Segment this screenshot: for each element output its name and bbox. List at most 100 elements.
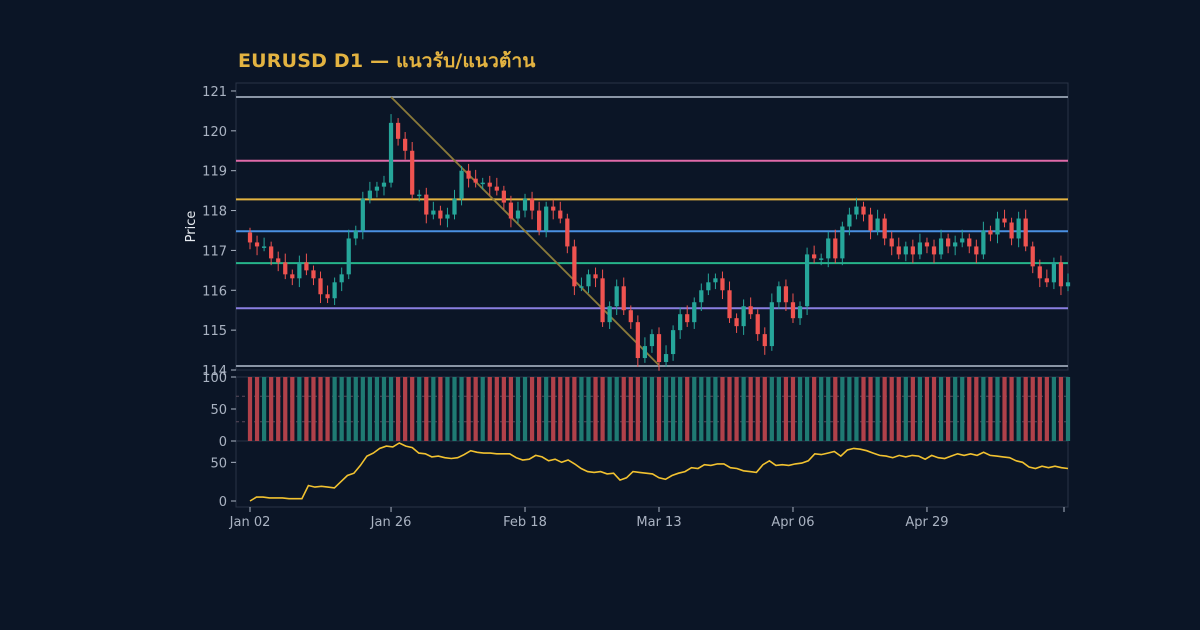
volume-bar bbox=[431, 377, 436, 441]
volume-bar bbox=[565, 377, 570, 441]
volume-bar bbox=[663, 377, 669, 441]
volume-bar bbox=[607, 377, 612, 441]
volume-bar bbox=[995, 377, 1000, 441]
candle-body bbox=[374, 186, 380, 191]
volume-bar bbox=[1037, 377, 1042, 441]
candle-body bbox=[868, 214, 873, 231]
candle-body bbox=[325, 294, 330, 299]
volume-bar bbox=[670, 377, 676, 441]
volume-tick-label: 0 bbox=[219, 435, 227, 450]
volume-bar bbox=[290, 377, 295, 441]
volume-bar bbox=[924, 377, 930, 441]
candle-body bbox=[628, 310, 633, 323]
candle-body bbox=[1044, 278, 1049, 283]
candle-body bbox=[819, 258, 824, 260]
candle-body bbox=[388, 122, 394, 183]
candle-body bbox=[875, 218, 880, 231]
volume-bar bbox=[953, 377, 958, 441]
candle-body bbox=[346, 238, 351, 275]
volume-bar bbox=[642, 377, 648, 441]
x-tick-label: Jan 26 bbox=[370, 515, 412, 530]
volume-bar bbox=[424, 377, 429, 441]
oscillator-tick-label: 0 bbox=[219, 495, 227, 510]
volume-bar bbox=[410, 377, 415, 441]
volume-bar bbox=[692, 377, 697, 441]
candle-body bbox=[762, 334, 767, 347]
candle-body bbox=[861, 206, 866, 215]
candle-body bbox=[903, 246, 908, 255]
volume-bar bbox=[1002, 377, 1007, 441]
candle-body bbox=[297, 262, 302, 279]
candle-body bbox=[663, 354, 669, 363]
candle-body bbox=[924, 242, 930, 247]
candle-body bbox=[692, 302, 697, 323]
candle-body bbox=[621, 286, 626, 311]
volume-bar bbox=[466, 377, 471, 441]
candle-body bbox=[748, 306, 753, 315]
volume-bar bbox=[896, 377, 901, 441]
volume-bar bbox=[734, 377, 739, 441]
candle-body bbox=[769, 302, 774, 347]
volume-bar bbox=[522, 377, 528, 441]
candle-body bbox=[699, 290, 704, 303]
y-tick-label: 121 bbox=[202, 85, 227, 100]
volume-bar bbox=[445, 377, 450, 441]
candle-body bbox=[812, 254, 817, 259]
candle-body bbox=[572, 246, 577, 287]
candle-body bbox=[854, 206, 859, 215]
volume-bar bbox=[882, 377, 887, 441]
volume-bar bbox=[529, 377, 535, 441]
candle-body bbox=[403, 138, 408, 151]
volume-bar bbox=[247, 377, 253, 441]
volume-bar bbox=[910, 377, 915, 441]
candle-body bbox=[276, 258, 281, 263]
candle-body bbox=[1051, 262, 1057, 283]
candle-body bbox=[600, 278, 605, 323]
volume-bar bbox=[551, 377, 556, 441]
volume-bar bbox=[1065, 377, 1071, 441]
y-tick-label: 118 bbox=[202, 205, 227, 220]
candle-body bbox=[974, 246, 979, 255]
candle-body bbox=[459, 170, 464, 199]
chart-title: EURUSD D1 — แนวรับ/แนวต้าน bbox=[238, 50, 536, 72]
volume-bar bbox=[395, 377, 401, 441]
candle-body bbox=[946, 238, 951, 247]
x-tick-label: Jan 02 bbox=[229, 515, 271, 530]
candle-body bbox=[332, 282, 337, 299]
oscillator-line bbox=[249, 442, 1069, 502]
candle-body bbox=[269, 246, 274, 259]
candle-body bbox=[558, 210, 563, 219]
volume-bar bbox=[297, 377, 302, 441]
volume-bar bbox=[1051, 377, 1057, 441]
candle-body bbox=[981, 230, 986, 255]
volume-bar bbox=[276, 377, 281, 441]
candle-body bbox=[826, 238, 831, 259]
candle-body bbox=[995, 218, 1000, 235]
volume-bar bbox=[889, 377, 894, 441]
candle-body bbox=[967, 238, 972, 247]
candle-body bbox=[840, 226, 845, 259]
volume-bar bbox=[826, 377, 831, 441]
candle-body bbox=[1058, 262, 1064, 287]
volume-bar bbox=[1044, 377, 1049, 441]
volume-bar bbox=[988, 377, 993, 441]
candle-body bbox=[706, 282, 711, 291]
candle-body bbox=[445, 214, 450, 219]
volume-bar bbox=[403, 377, 408, 441]
candle-body bbox=[537, 210, 542, 231]
volume-bar bbox=[1016, 377, 1021, 441]
volume-bar bbox=[311, 377, 316, 441]
candle-body bbox=[804, 254, 810, 307]
candle-body bbox=[579, 286, 584, 288]
volume-bar bbox=[254, 377, 260, 441]
candle-body bbox=[367, 190, 372, 199]
volume-bar bbox=[381, 377, 387, 441]
candle-body bbox=[353, 230, 358, 239]
volume-tick-label: 50 bbox=[210, 403, 227, 418]
candle-body bbox=[261, 246, 267, 248]
volume-bar bbox=[304, 377, 309, 441]
volume-bar bbox=[840, 377, 845, 441]
volume-bar bbox=[649, 377, 655, 441]
candle-body bbox=[247, 232, 253, 243]
volume-bar bbox=[537, 377, 542, 441]
